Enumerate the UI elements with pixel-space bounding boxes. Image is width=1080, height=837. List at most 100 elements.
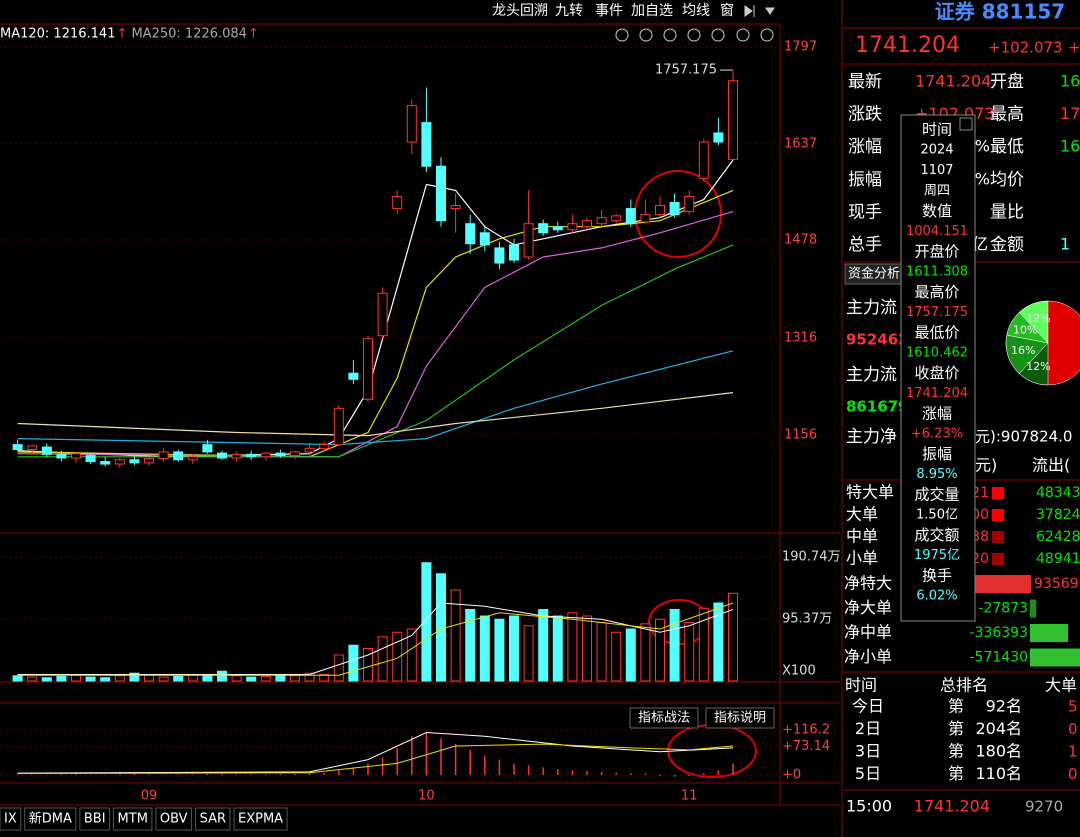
volume-bar: [304, 672, 315, 682]
ma-line: [17, 350, 734, 446]
fund-tab[interactable]: 资金分析: [848, 266, 900, 282]
quote-label: 金额: [990, 235, 1024, 255]
candle-body: [27, 445, 38, 450]
fund-row-label: 特大单: [846, 483, 894, 502]
net-row-value: -336393: [970, 625, 1029, 641]
flow-value: 952462: [846, 331, 909, 349]
tooltip-label: 成交量: [914, 486, 959, 504]
quote-value: %: [975, 169, 990, 188]
indicator-tab[interactable]: IX: [4, 812, 17, 827]
y-tick-label: 95.37万: [782, 612, 832, 627]
volume-bar: [509, 615, 519, 682]
tab-frame: [155, 807, 193, 831]
tab-frame: [113, 807, 153, 831]
fund-square: [992, 509, 1004, 521]
ma-line: [17, 244, 734, 458]
candle-body: [596, 217, 607, 225]
volume-bar: [596, 622, 607, 682]
indicator-button[interactable]: 指标战法: [638, 711, 690, 726]
fund-in: 00: [971, 507, 989, 523]
footer-volume: 9270: [1025, 798, 1063, 816]
ma-line: [17, 189, 734, 458]
volume-bar: [333, 654, 344, 682]
indicator-tab[interactable]: EXPMA: [238, 812, 283, 827]
toolbar-icons[interactable]: [615, 5, 775, 42]
volume-bar: [377, 636, 388, 682]
ranking-head: 总排名: [940, 676, 988, 695]
net-row-value: -571430: [970, 650, 1029, 666]
ranking-value: 110名: [975, 764, 1022, 783]
candle-body: [625, 208, 636, 225]
net-row-value: -27873: [978, 601, 1028, 617]
candle-body: [479, 232, 490, 246]
indicator-tab[interactable]: 新DMA: [29, 811, 72, 827]
toolbar-button[interactable]: 均线: [682, 3, 710, 19]
candle-body: [406, 105, 417, 143]
quote-value: 1741.204: [915, 72, 991, 91]
y-tick-label: 1316: [784, 331, 817, 346]
tooltip-label: 成交额: [914, 526, 959, 544]
flow-value: 861679: [846, 398, 909, 416]
candle-body: [363, 338, 373, 400]
security-title: 证券 881157: [935, 0, 1065, 24]
y-tick-label: 1637: [784, 136, 817, 151]
toolbar-button[interactable]: 事件: [595, 3, 623, 19]
candle-body: [100, 461, 111, 465]
candle-body: [12, 444, 23, 450]
indicator-tab[interactable]: BBI: [84, 812, 106, 827]
pie-label: 12%: [1026, 312, 1050, 325]
volume-bar: [85, 676, 96, 682]
candle-body: [202, 444, 213, 453]
pie-slice: [1018, 342, 1049, 386]
tooltip-value: 1975亿: [914, 548, 960, 563]
indicator-tab[interactable]: MTM: [118, 812, 148, 827]
net-row-label: 净中单: [844, 623, 892, 642]
tab-frame: [233, 807, 288, 831]
quote-label: 最高: [990, 105, 1024, 125]
indicator-tab[interactable]: OBV: [160, 812, 188, 827]
quote-label: 均价: [990, 170, 1024, 190]
pie-label: 10%: [1013, 323, 1037, 336]
tooltip-value: 6.02%: [916, 589, 957, 604]
candle-body: [246, 453, 257, 458]
toolbar-button[interactable]: 窗: [720, 2, 734, 19]
indicator-button[interactable]: 指标说明: [714, 711, 766, 726]
ma-arrow: ↑: [116, 27, 127, 42]
table-head: 元): [975, 456, 997, 475]
volume-bar: [669, 609, 680, 682]
candle-body: [41, 446, 52, 455]
fund-out: 48941: [1036, 551, 1080, 567]
volume-bar: [392, 631, 403, 682]
flow-label: 主力流: [846, 365, 897, 385]
footer-price: 1741.204: [914, 797, 990, 816]
tooltip-value: 1611.308: [906, 265, 968, 280]
ranking-value: 92名: [986, 697, 1022, 716]
y-tick-label: 1797: [784, 39, 817, 54]
candle-body: [465, 223, 476, 245]
toolbar-button[interactable]: 龙头回溯: [492, 3, 548, 19]
indicator-tab[interactable]: SAR: [200, 812, 226, 827]
y-tick-label: 190.74万: [782, 550, 841, 565]
indicator-line: [17, 731, 734, 774]
tab-frame: [195, 807, 231, 831]
ranking-period: 2日: [855, 719, 881, 738]
y-tick-label: 1478: [784, 233, 817, 248]
volume-bar: [187, 674, 198, 682]
volume-bar: [684, 622, 695, 682]
net-bar: [1030, 599, 1036, 618]
volume-bar: [41, 677, 52, 682]
net-value: 元):907824.0: [975, 428, 1072, 446]
toolbar-button[interactable]: 加自选: [631, 3, 673, 19]
candle-body: [728, 80, 738, 160]
volume-bar: [231, 675, 242, 682]
y-tick-label: 1156: [784, 427, 817, 442]
change-pct: +6: [1068, 39, 1080, 57]
candle-body: [698, 141, 709, 179]
fund-square: [992, 487, 1004, 499]
fund-in: 20: [971, 551, 989, 567]
toolbar-button[interactable]: 九转: [555, 3, 583, 19]
ranking-large: 0: [1068, 720, 1078, 738]
net-row-label: 净小单: [844, 647, 892, 666]
volume-bar: [567, 612, 578, 682]
